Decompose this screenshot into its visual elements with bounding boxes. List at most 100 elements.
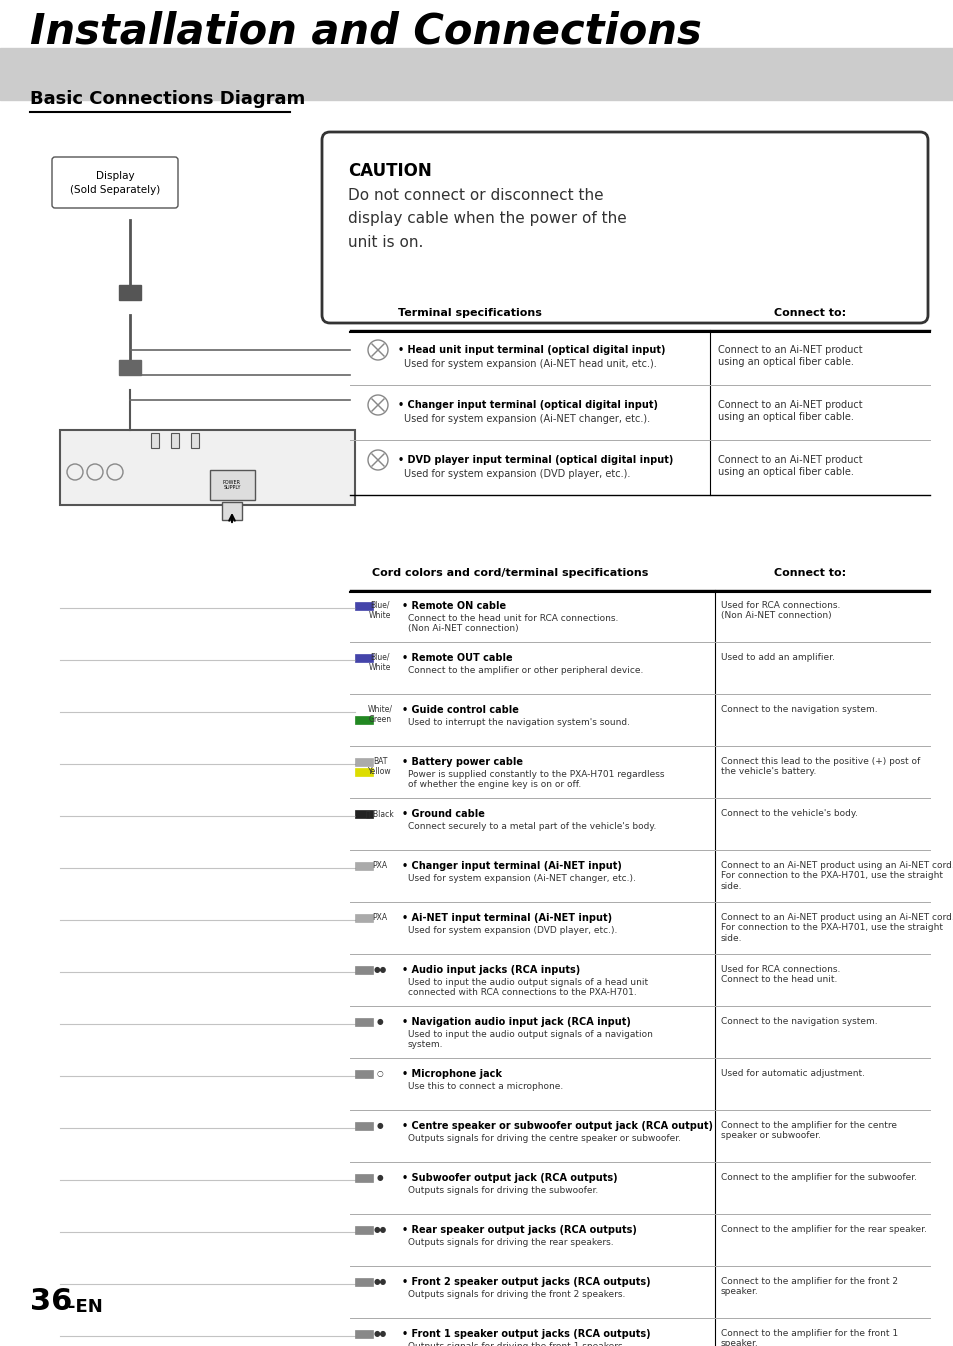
Bar bbox=[119, 359, 141, 376]
Bar bbox=[355, 602, 373, 610]
Text: Used to input the audio output signals of a head unit
connected with RCA connect: Used to input the audio output signals o… bbox=[408, 979, 647, 997]
Text: Connect to the vehicle's body.: Connect to the vehicle's body. bbox=[720, 809, 857, 818]
Text: Used for automatic adjustment.: Used for automatic adjustment. bbox=[720, 1069, 864, 1078]
Bar bbox=[355, 966, 373, 975]
Text: • Head unit input terminal (optical digital input): • Head unit input terminal (optical digi… bbox=[397, 345, 665, 355]
Text: • Audio input jacks (RCA inputs): • Audio input jacks (RCA inputs) bbox=[401, 965, 579, 975]
Bar bbox=[151, 433, 159, 448]
Text: Used for system expansion (DVD player, etc.).: Used for system expansion (DVD player, e… bbox=[403, 468, 630, 479]
Text: Connect to an Ai-NET product using an Ai-NET cord.
For connection to the PXA-H70: Connect to an Ai-NET product using an Ai… bbox=[720, 861, 953, 891]
Text: ●●: ●● bbox=[373, 965, 386, 975]
Text: ●●: ●● bbox=[373, 1277, 386, 1285]
Text: 36: 36 bbox=[30, 1287, 72, 1316]
Bar bbox=[355, 1226, 373, 1234]
Text: -EN: -EN bbox=[68, 1298, 103, 1316]
Text: • Microphone jack: • Microphone jack bbox=[401, 1069, 501, 1079]
Text: POWER
SUPPLY: POWER SUPPLY bbox=[223, 479, 241, 490]
Text: ●: ● bbox=[376, 1172, 383, 1182]
Text: • Ground cable: • Ground cable bbox=[401, 809, 484, 818]
FancyBboxPatch shape bbox=[52, 157, 178, 209]
Bar bbox=[355, 1174, 373, 1182]
Bar bbox=[0, 48, 953, 100]
Bar bbox=[355, 707, 373, 713]
Text: Cord colors and cord/terminal specifications: Cord colors and cord/terminal specificat… bbox=[372, 568, 647, 577]
Text: • Remote ON cable: • Remote ON cable bbox=[401, 602, 506, 611]
Text: Connect to the navigation system.: Connect to the navigation system. bbox=[720, 1018, 877, 1026]
Text: Used for system expansion (Ai-NET changer, etc.).: Used for system expansion (Ai-NET change… bbox=[403, 415, 649, 424]
Text: Used to input the audio output signals of a navigation
system.: Used to input the audio output signals o… bbox=[408, 1030, 652, 1050]
Bar bbox=[222, 502, 242, 520]
Text: Power is supplied constantly to the PXA-H701 regardless
of whether the engine ke: Power is supplied constantly to the PXA-… bbox=[408, 770, 664, 789]
Text: Display
(Sold Separately): Display (Sold Separately) bbox=[70, 171, 160, 195]
Text: CAUTION: CAUTION bbox=[348, 162, 432, 180]
Text: Connect to the amplifier or other peripheral device.: Connect to the amplifier or other periph… bbox=[408, 666, 642, 674]
Text: Used to interrupt the navigation system's sound.: Used to interrupt the navigation system'… bbox=[408, 717, 629, 727]
FancyBboxPatch shape bbox=[322, 132, 927, 323]
Text: ●: ● bbox=[376, 1018, 383, 1026]
Text: Outputs signals for driving the front 2 speakers.: Outputs signals for driving the front 2 … bbox=[408, 1289, 625, 1299]
Text: Connect to the amplifier for the centre
speaker or subwoofer.: Connect to the amplifier for the centre … bbox=[720, 1121, 896, 1140]
Bar bbox=[60, 429, 355, 505]
Bar bbox=[355, 769, 373, 777]
Bar bbox=[191, 433, 199, 448]
Text: Connect securely to a metal part of the vehicle's body.: Connect securely to a metal part of the … bbox=[408, 822, 656, 830]
Text: Outputs signals for driving the centre speaker or subwoofer.: Outputs signals for driving the centre s… bbox=[408, 1133, 680, 1143]
Text: • DVD player input terminal (optical digital input): • DVD player input terminal (optical dig… bbox=[397, 455, 673, 464]
Text: Use this to connect a microphone.: Use this to connect a microphone. bbox=[408, 1082, 562, 1092]
Bar bbox=[355, 1018, 373, 1026]
Bar bbox=[355, 1123, 373, 1131]
Bar bbox=[355, 1070, 373, 1078]
Text: Basic Connections Diagram: Basic Connections Diagram bbox=[30, 90, 305, 108]
Text: PXA: PXA bbox=[372, 861, 387, 870]
Bar bbox=[355, 664, 373, 672]
Text: Outputs signals for driving the rear speakers.: Outputs signals for driving the rear spe… bbox=[408, 1238, 613, 1246]
Text: ●: ● bbox=[376, 1121, 383, 1131]
Text: Used for system expansion (DVD player, etc.).: Used for system expansion (DVD player, e… bbox=[408, 926, 617, 935]
Text: • Changer input terminal (Ai-NET input): • Changer input terminal (Ai-NET input) bbox=[401, 861, 621, 871]
Text: Connect to an Ai-NET product
using an optical fiber cable.: Connect to an Ai-NET product using an op… bbox=[718, 345, 862, 366]
Text: Blue/
White: Blue/ White bbox=[369, 602, 391, 621]
Text: Connect to the amplifier for the rear speaker.: Connect to the amplifier for the rear sp… bbox=[720, 1225, 926, 1234]
Text: Connect this lead to the positive (+) post of
the vehicle's battery.: Connect this lead to the positive (+) po… bbox=[720, 756, 920, 777]
Text: Do not connect or disconnect the
display cable when the power of the
unit is on.: Do not connect or disconnect the display… bbox=[348, 188, 626, 250]
Bar bbox=[210, 470, 254, 499]
Text: Connect to the navigation system.: Connect to the navigation system. bbox=[720, 705, 877, 713]
Text: Outputs signals for driving the front 1 speakers.: Outputs signals for driving the front 1 … bbox=[408, 1342, 625, 1346]
Bar bbox=[355, 612, 373, 621]
Text: Terminal specifications: Terminal specifications bbox=[397, 308, 541, 318]
Text: Connect to the amplifier for the front 2
speaker.: Connect to the amplifier for the front 2… bbox=[720, 1277, 897, 1296]
Text: • Battery power cable: • Battery power cable bbox=[401, 756, 522, 767]
Text: • Changer input terminal (optical digital input): • Changer input terminal (optical digita… bbox=[397, 400, 658, 411]
Text: Connect to:: Connect to: bbox=[773, 308, 845, 318]
Text: Used for system expansion (Ai-NET head unit, etc.).: Used for system expansion (Ai-NET head u… bbox=[403, 359, 656, 369]
Text: Used to add an amplifier.: Used to add an amplifier. bbox=[720, 653, 834, 662]
Bar bbox=[355, 1330, 373, 1338]
Text: Connect to:: Connect to: bbox=[773, 568, 845, 577]
Bar bbox=[355, 716, 373, 724]
Bar bbox=[355, 914, 373, 922]
Text: Connect to the amplifier for the subwoofer.: Connect to the amplifier for the subwoof… bbox=[720, 1172, 916, 1182]
Text: White/
Green: White/ Green bbox=[367, 705, 392, 724]
Text: Blue/
White: Blue/ White bbox=[369, 653, 391, 673]
Text: Outputs signals for driving the subwoofer.: Outputs signals for driving the subwoofe… bbox=[408, 1186, 598, 1195]
Text: • Front 2 speaker output jacks (RCA outputs): • Front 2 speaker output jacks (RCA outp… bbox=[401, 1277, 650, 1287]
Text: • Subwoofer output jack (RCA outputs): • Subwoofer output jack (RCA outputs) bbox=[401, 1172, 617, 1183]
Bar bbox=[355, 861, 373, 870]
Text: ○: ○ bbox=[376, 1069, 383, 1078]
Text: Connect to an Ai-NET product
using an optical fiber cable.: Connect to an Ai-NET product using an op… bbox=[718, 455, 862, 476]
Text: Used for RCA connections.
Connect to the head unit.: Used for RCA connections. Connect to the… bbox=[720, 965, 840, 984]
Text: PXA: PXA bbox=[372, 913, 387, 922]
Text: Connect to an Ai-NET product
using an optical fiber cable.: Connect to an Ai-NET product using an op… bbox=[718, 400, 862, 421]
Text: • Guide control cable: • Guide control cable bbox=[401, 705, 518, 715]
Bar bbox=[355, 758, 373, 766]
Bar bbox=[355, 810, 373, 818]
Text: ⬛ Black: ⬛ Black bbox=[366, 809, 394, 818]
Text: • Rear speaker output jacks (RCA outputs): • Rear speaker output jacks (RCA outputs… bbox=[401, 1225, 637, 1236]
Text: • Centre speaker or subwoofer output jack (RCA output): • Centre speaker or subwoofer output jac… bbox=[401, 1121, 712, 1131]
Text: • Front 1 speaker output jacks (RCA outputs): • Front 1 speaker output jacks (RCA outp… bbox=[401, 1329, 650, 1339]
Text: Installation and Connections: Installation and Connections bbox=[30, 9, 701, 52]
Bar bbox=[171, 433, 179, 448]
Text: ●●: ●● bbox=[373, 1329, 386, 1338]
Text: • Ai-NET input terminal (Ai-NET input): • Ai-NET input terminal (Ai-NET input) bbox=[401, 913, 612, 923]
Text: BAT
Yellow: BAT Yellow bbox=[368, 756, 392, 777]
